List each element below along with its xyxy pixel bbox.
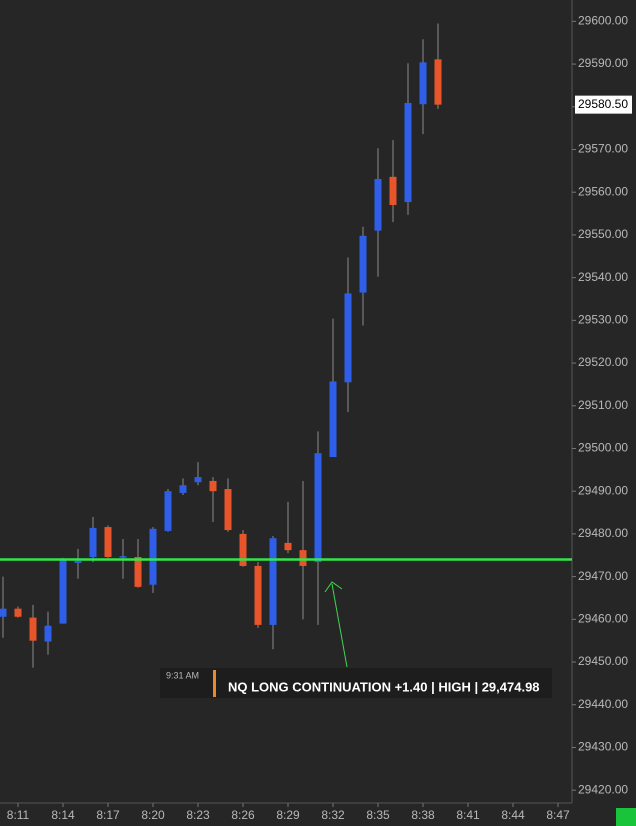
alert-time: 9:31 AM	[166, 670, 199, 680]
candle-body	[224, 489, 232, 531]
x-tick-label: 8:32	[321, 808, 345, 822]
y-tick-label: 29530.00	[578, 313, 628, 327]
candle-body	[119, 556, 127, 558]
candle-body	[29, 617, 37, 641]
candle-body	[104, 527, 112, 557]
x-tick-label: 8:35	[366, 808, 390, 822]
candle-body	[299, 550, 307, 566]
candle-body	[434, 59, 442, 105]
x-tick-label: 8:41	[456, 808, 480, 822]
y-tick-label: 29510.00	[578, 398, 628, 412]
candle-body	[359, 235, 367, 293]
x-tick-label: 8:20	[141, 808, 165, 822]
x-tick-label: 8:47	[546, 808, 570, 822]
candle-body	[89, 527, 97, 557]
x-tick-label: 8:26	[231, 808, 255, 822]
candle-body	[404, 102, 412, 203]
last-price-box	[575, 95, 632, 114]
x-tick-label: 8:14	[51, 808, 75, 822]
candle-body	[134, 556, 142, 587]
y-tick-label: 29560.00	[578, 184, 628, 198]
candle-body	[314, 453, 322, 563]
candle-body	[284, 542, 292, 551]
candle-body	[194, 477, 202, 483]
x-tick-label: 8:38	[411, 808, 435, 822]
y-tick-label: 29600.00	[578, 14, 628, 28]
alert-text: NQ LONG CONTINUATION +1.40 | HIGH | 29,4…	[228, 679, 540, 694]
y-tick-label: 29570.00	[578, 142, 628, 156]
plot: 29420.00 29430.00 29440.00 29450.00 29460.00…	[0, 14, 628, 822]
candle-body	[239, 533, 247, 566]
candle-body	[44, 625, 52, 642]
candle-body	[374, 178, 382, 231]
x-tick-label: 8:17	[96, 808, 120, 822]
candle-body	[344, 293, 352, 383]
x-tick-label: 8:23	[186, 808, 210, 822]
last-price-label: 29580.50	[578, 97, 628, 111]
candle-body	[419, 62, 427, 105]
candle-body	[164, 491, 172, 531]
candle-body	[329, 381, 337, 458]
candle-body	[59, 559, 67, 624]
arrow-head	[324, 581, 343, 593]
candle-body	[209, 480, 217, 492]
y-tick-label: 29480.00	[578, 526, 628, 540]
alert-box	[160, 668, 552, 698]
x-tick-label: 8:11	[7, 808, 30, 822]
y-tick-label: 29520.00	[578, 355, 628, 369]
arrow	[331, 583, 348, 668]
y-tick-label: 29590.00	[578, 56, 628, 70]
y-tick-label: 29440.00	[578, 697, 628, 711]
x-tick-label: 8:29	[276, 808, 300, 822]
candle-body	[389, 176, 397, 206]
candle-body	[14, 608, 22, 617]
candle-body	[269, 538, 277, 625]
candle-body	[74, 560, 82, 563]
y-tick-label: 29460.00	[578, 612, 628, 626]
alert-bar	[213, 670, 216, 697]
y-tick-label: 29450.00	[578, 654, 628, 668]
candle-body	[179, 485, 187, 493]
candle-body	[149, 528, 157, 585]
x-tick-label: 8:44	[501, 808, 525, 822]
candle-body	[0, 608, 7, 617]
y-tick-label: 29470.00	[578, 569, 628, 583]
y-tick-label: 29490.00	[578, 483, 628, 497]
y-tick-label: 29540.00	[578, 270, 628, 284]
y-tick-label: 29430.00	[578, 740, 628, 754]
y-tick-label: 29550.00	[578, 227, 628, 241]
y-tick-label: 29500.00	[578, 441, 628, 455]
y-tick-label: 29420.00	[578, 782, 628, 796]
candle-body	[254, 565, 262, 625]
status-indicator	[616, 808, 636, 826]
